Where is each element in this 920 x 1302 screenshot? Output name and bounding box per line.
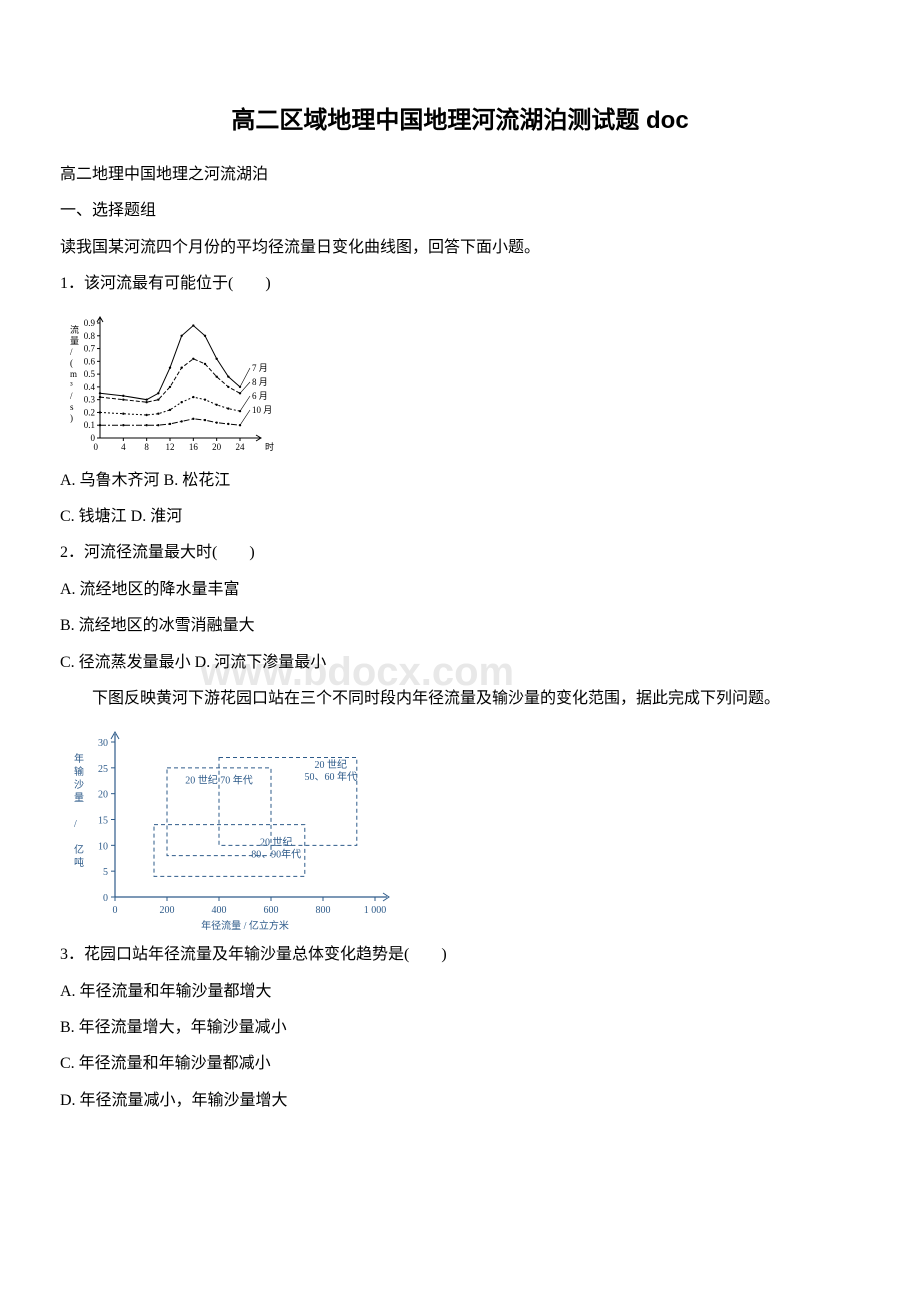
- svg-text:20: 20: [98, 790, 108, 801]
- subtitle: 高二地理中国地理之河流湖泊: [60, 160, 860, 190]
- svg-text:16: 16: [189, 442, 199, 452]
- svg-text:量: 量: [74, 792, 84, 804]
- svg-text:沙: 沙: [74, 779, 84, 791]
- svg-text:/: /: [74, 819, 77, 830]
- svg-text:15: 15: [98, 816, 108, 827]
- svg-text:/: /: [70, 347, 73, 357]
- svg-text:年径流量 / 亿立方米: 年径流量 / 亿立方米: [201, 919, 289, 932]
- svg-text:/: /: [70, 391, 73, 401]
- svg-text:(: (: [70, 358, 73, 368]
- svg-text:0.5: 0.5: [84, 369, 96, 379]
- svg-text:流: 流: [70, 324, 79, 335]
- svg-text:³: ³: [70, 380, 73, 390]
- svg-text:800: 800: [316, 905, 331, 916]
- svg-text:吨: 吨: [74, 856, 84, 869]
- svg-text:6 月: 6 月: [252, 391, 268, 401]
- chart-1-dayflow: 00.10.20.30.40.50.60.70.80.904812162024流…: [60, 308, 860, 458]
- svg-text:8: 8: [144, 442, 149, 452]
- svg-text:m: m: [70, 369, 77, 379]
- svg-text:1 000: 1 000: [364, 905, 387, 916]
- q3-option-d: D. 年径流量减小，年输沙量增大: [60, 1086, 860, 1116]
- svg-text:时: 时: [265, 441, 274, 452]
- svg-text:20: 20: [212, 442, 222, 452]
- svg-text:200: 200: [160, 905, 175, 916]
- svg-text:50、60 年代: 50、60 年代: [305, 770, 358, 783]
- q2-option-a: A. 流经地区的降水量丰富: [60, 575, 860, 605]
- svg-text:0: 0: [94, 442, 99, 452]
- svg-text:20 世纪: 20 世纪: [315, 759, 348, 771]
- q3-option-b: B. 年径流量增大，年输沙量减小: [60, 1013, 860, 1043]
- svg-text:0.7: 0.7: [84, 343, 96, 353]
- intro-1: 读我国某河流四个月份的平均径流量日变化曲线图，回答下面小题。: [60, 233, 860, 263]
- svg-text:600: 600: [264, 905, 279, 916]
- svg-text:亿: 亿: [74, 843, 84, 856]
- page-title: 高二区域地理中国地理河流湖泊测试题 doc: [60, 100, 860, 135]
- q2-option-b: B. 流经地区的冰雪消融量大: [60, 611, 860, 641]
- chart-2-huayuankou: 0 5 10 15 20 25 30 0 200 400 600 800 1 000 年输沙量 / 亿吨年…: [60, 722, 860, 932]
- svg-text:30: 30: [98, 738, 108, 749]
- question-3: 3．花园口站年径流量及年输沙量总体变化趋势是( ): [60, 940, 860, 970]
- svg-text:10 月: 10 月: [252, 405, 272, 415]
- svg-text:400: 400: [212, 905, 227, 916]
- svg-text:0: 0: [113, 905, 118, 916]
- svg-text:0.6: 0.6: [84, 356, 96, 366]
- svg-text:8 月: 8 月: [252, 377, 268, 387]
- svg-text:0.2: 0.2: [84, 407, 95, 417]
- question-1: 1．该河流最有可能位于( ): [60, 269, 860, 299]
- q3-option-a: A. 年径流量和年输沙量都增大: [60, 977, 860, 1007]
- q3-option-c: C. 年径流量和年输沙量都减小: [60, 1049, 860, 1079]
- svg-text:25: 25: [98, 764, 108, 775]
- svg-text:20 世纪: 20 世纪: [260, 837, 293, 849]
- svg-text:24: 24: [236, 442, 246, 452]
- svg-text:量: 量: [70, 336, 79, 346]
- svg-text:年: 年: [74, 752, 84, 765]
- svg-text:0.8: 0.8: [84, 330, 96, 340]
- svg-text:0.9: 0.9: [84, 318, 96, 328]
- svg-text:5: 5: [103, 867, 108, 878]
- intro-2: 下图反映黄河下游花园口站在三个不同时段内年径流量及输沙量的变化范围，据此完成下列…: [60, 684, 860, 714]
- svg-text:0.1: 0.1: [84, 420, 95, 430]
- svg-text:7 月: 7 月: [252, 363, 268, 373]
- svg-text:s: s: [70, 402, 74, 412]
- svg-text:0: 0: [103, 893, 108, 904]
- svg-text:80、90年代: 80、90年代: [251, 848, 301, 861]
- svg-text:4: 4: [121, 442, 126, 452]
- q1-option-ab: A. 乌鲁木齐河 B. 松花江: [60, 466, 860, 496]
- section-heading: 一、选择题组: [60, 196, 860, 226]
- svg-text:12: 12: [166, 442, 175, 452]
- question-2: 2．河流径流量最大时( ): [60, 538, 860, 568]
- svg-text:): ): [70, 413, 73, 423]
- q2-option-cd: C. 径流蒸发量最小 D. 河流下渗量最小: [60, 648, 860, 678]
- svg-text:10: 10: [98, 842, 108, 853]
- svg-text:0.4: 0.4: [84, 381, 96, 391]
- q1-option-cd: C. 钱塘江 D. 淮河: [60, 502, 860, 532]
- svg-text:输: 输: [74, 765, 84, 778]
- svg-text:0.3: 0.3: [84, 394, 96, 404]
